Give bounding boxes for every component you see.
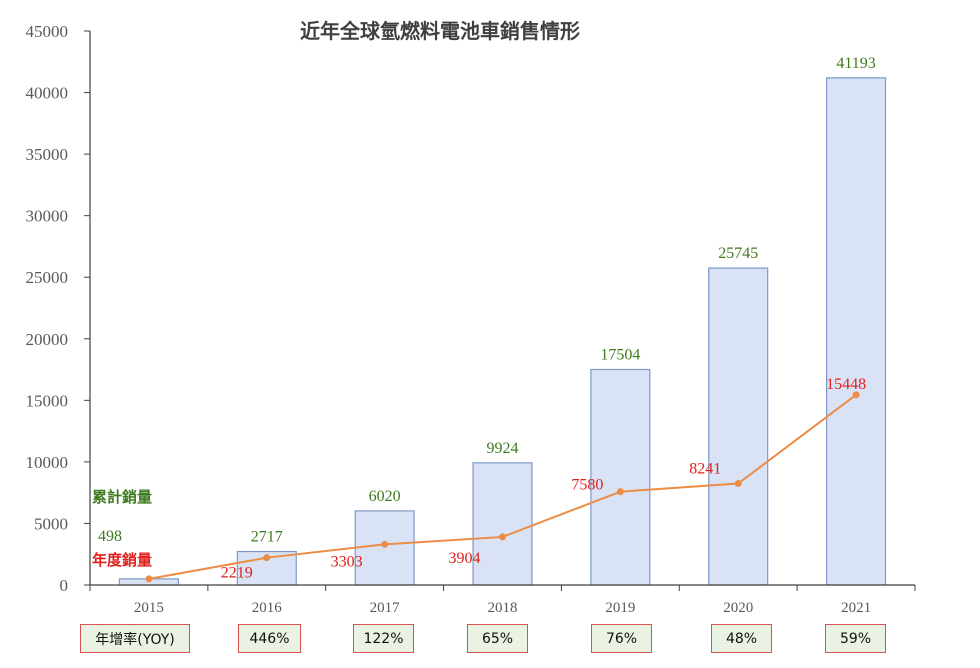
x-tick-label: 2019 xyxy=(605,600,635,616)
line-value-label: 8241 xyxy=(689,461,721,478)
x-tick-label: 2021 xyxy=(841,600,871,616)
line-value-label: 15448 xyxy=(826,376,866,393)
y-tick-label: 0 xyxy=(60,576,69,595)
bar-cumulative-2018 xyxy=(472,462,533,586)
legend-annual: 年度銷量 xyxy=(92,551,152,569)
bar-value-label: 9924 xyxy=(487,440,519,457)
x-tick-label: 2017 xyxy=(370,600,401,616)
x-tick-label: 2016 xyxy=(252,600,283,616)
line-point-2019 xyxy=(616,488,624,496)
x-tick-label: 2018 xyxy=(488,600,518,616)
y-tick-label: 30000 xyxy=(26,207,69,226)
yoy-value-2017: 122% xyxy=(353,624,414,653)
bar-value-label: 6020 xyxy=(369,488,401,505)
x-tick-label: 2020 xyxy=(723,600,753,616)
yoy-label: 年增率(YOY) xyxy=(80,624,190,653)
bar-value-label: 25745 xyxy=(718,245,758,262)
bar-cumulative-2020 xyxy=(708,267,769,586)
y-tick-label: 10000 xyxy=(26,453,69,472)
y-tick-label: 15000 xyxy=(26,391,69,410)
x-tick-label: 2015 xyxy=(134,600,164,616)
bar-value-label: 17504 xyxy=(600,347,640,364)
bar-cumulative-2017 xyxy=(354,510,415,586)
y-tick-label: 25000 xyxy=(26,268,69,287)
yoy-value-2021: 59% xyxy=(825,624,886,653)
y-tick-label: 35000 xyxy=(26,145,69,164)
y-tick-label: 40000 xyxy=(26,84,69,103)
line-point-2018 xyxy=(499,533,506,541)
y-tick-label: 45000 xyxy=(26,22,69,41)
line-point-2021 xyxy=(852,391,860,399)
yoy-value-2016: 446% xyxy=(238,624,301,653)
line-value-label: 3904 xyxy=(449,550,481,567)
bar-cumulative-2016 xyxy=(236,550,297,586)
chart-title: 近年全球氫燃料電池車銷售情形 xyxy=(300,19,580,43)
legend-cumulative: 累計銷量 xyxy=(92,488,152,506)
line-value-label: 2219 xyxy=(221,565,253,582)
line-value-label: 7580 xyxy=(571,477,603,494)
bar-value-label: 41193 xyxy=(836,55,875,72)
bar-value-label: 498 xyxy=(98,528,122,545)
y-tick-label: 20000 xyxy=(26,330,69,349)
line-point-2016 xyxy=(263,554,271,562)
yoy-value-2019: 76% xyxy=(591,624,652,653)
line-point-2017 xyxy=(381,540,389,548)
y-tick-label: 5000 xyxy=(34,514,68,533)
line-point-2015 xyxy=(145,575,153,583)
bar-cumulative-2021 xyxy=(826,77,887,586)
line-value-label: 3303 xyxy=(331,553,363,570)
yoy-value-2020: 48% xyxy=(711,624,772,653)
line-point-2020 xyxy=(734,480,742,488)
yoy-value-2018: 65% xyxy=(467,624,528,653)
bar-value-label: 2717 xyxy=(251,529,283,546)
